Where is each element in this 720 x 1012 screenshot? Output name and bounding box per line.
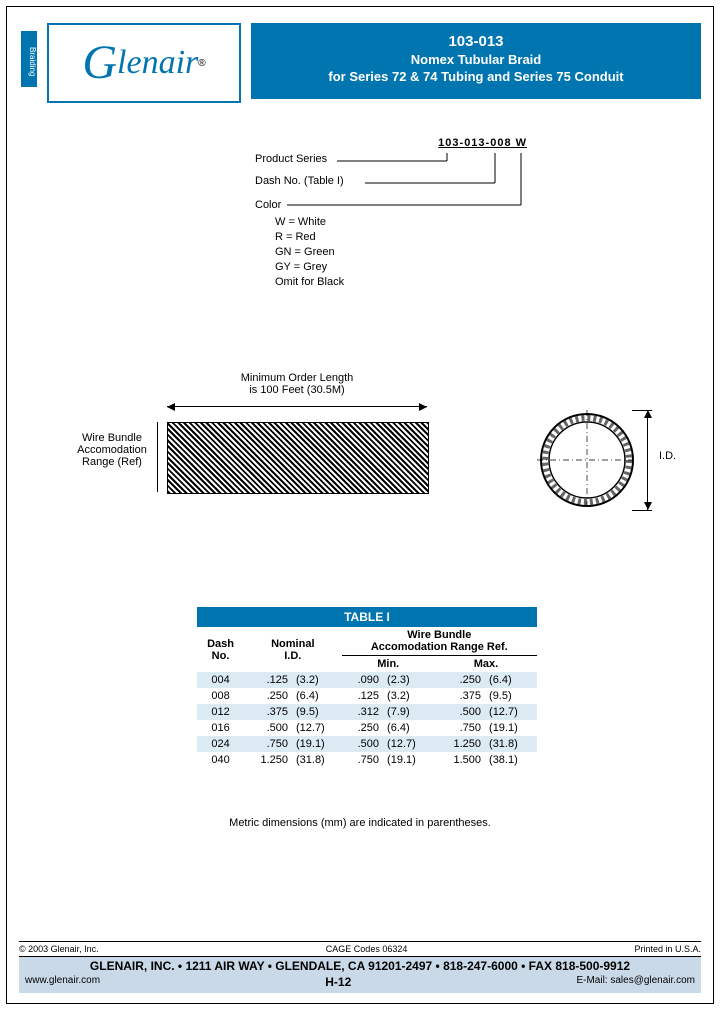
color-opt: GN = Green: [275, 245, 344, 260]
label-series: Product Series: [255, 153, 327, 165]
cross-section-ring: [537, 410, 637, 510]
logo: Glenair®: [47, 23, 241, 103]
footer-bar: GLENAIR, INC. • 1211 AIR WAY • GLENDALE,…: [19, 956, 701, 993]
color-opt: W = White: [275, 215, 344, 230]
copyright: © 2003 Glenair, Inc.: [19, 944, 99, 954]
color-opt: R = Red: [275, 230, 344, 245]
table-row: 004.125(3.2).090(2.3).250(6.4): [197, 672, 537, 688]
part-number: 103-013: [251, 33, 701, 50]
table-title: TABLE I: [197, 607, 537, 627]
hdr-max: Max.: [435, 656, 537, 673]
color-list: W = White R = Red GN = Green GY = Grey O…: [275, 215, 344, 290]
label-color: Color: [255, 199, 281, 211]
footer-www: www.glenair.com: [25, 975, 100, 989]
brace-line: [157, 422, 158, 492]
color-opt: Omit for Black: [275, 275, 344, 290]
printed-in: Printed in U.S.A.: [634, 944, 701, 954]
id-label: I.D.: [659, 450, 676, 462]
hdr-min: Min.: [342, 656, 435, 673]
min-order-label: Minimum Order Length is 100 Feet (30.5M): [187, 372, 407, 396]
partcode-code: 103-013-008 W: [237, 137, 537, 149]
logo-reg: ®: [198, 58, 205, 69]
table-1: TABLE I DashNo. NominalI.D. Wire BundleA…: [197, 607, 537, 768]
metric-note: Metric dimensions (mm) are indicated in …: [7, 817, 713, 829]
footer-email: E-Mail: sales@glenair.com: [576, 975, 695, 989]
table-row: 016.500(12.7).250(6.4).750(19.1): [197, 720, 537, 736]
label-dash: Dash No. (Table I): [255, 175, 344, 187]
title-sub1: Nomex Tubular Braid: [251, 52, 701, 67]
data-table: DashNo. NominalI.D. Wire BundleAccomodat…: [197, 627, 537, 768]
hdr-dash: DashNo.: [197, 627, 244, 672]
length-dim-arrow: [167, 406, 427, 407]
id-ext-bot: [632, 510, 652, 511]
footer: © 2003 Glenair, Inc. CAGE Codes 06324 Pr…: [19, 941, 701, 993]
partcode-diagram: 103-013-008 W Product Series Dash No. (T…: [237, 137, 537, 153]
braid-drawing: Minimum Order Length is 100 Feet (30.5M)…: [47, 372, 687, 552]
id-dim-arrow: [647, 410, 648, 510]
logo-g: G: [82, 39, 117, 87]
table-row: 008.250(6.4).125(3.2).375(9.5): [197, 688, 537, 704]
table-row: 012.375(9.5).312(7.9).500(12.7): [197, 704, 537, 720]
logo-rest: lenair: [117, 44, 198, 82]
hdr-nom: NominalI.D.: [244, 627, 341, 672]
table-row: 0401.250(31.8).750(19.1)1.500(38.1): [197, 752, 537, 768]
braid-rect: [167, 422, 429, 494]
side-tab: Braiding: [21, 31, 37, 87]
cage-code: CAGE Codes 06324: [326, 944, 408, 954]
footer-address: GLENAIR, INC. • 1211 AIR WAY • GLENDALE,…: [19, 956, 701, 975]
hdr-wirebundle: Wire BundleAccomodation Range Ref.: [342, 627, 537, 656]
color-opt: GY = Grey: [275, 260, 344, 275]
bundle-label: Wire Bundle Accomodation Range (Ref): [67, 432, 157, 468]
title-box: 103-013 Nomex Tubular Braid for Series 7…: [251, 23, 701, 99]
title-sub2: for Series 72 & 74 Tubing and Series 75 …: [251, 69, 701, 84]
page-number: H-12: [325, 975, 351, 989]
table-row: 024.750(19.1).500(12.7)1.250(31.8): [197, 736, 537, 752]
